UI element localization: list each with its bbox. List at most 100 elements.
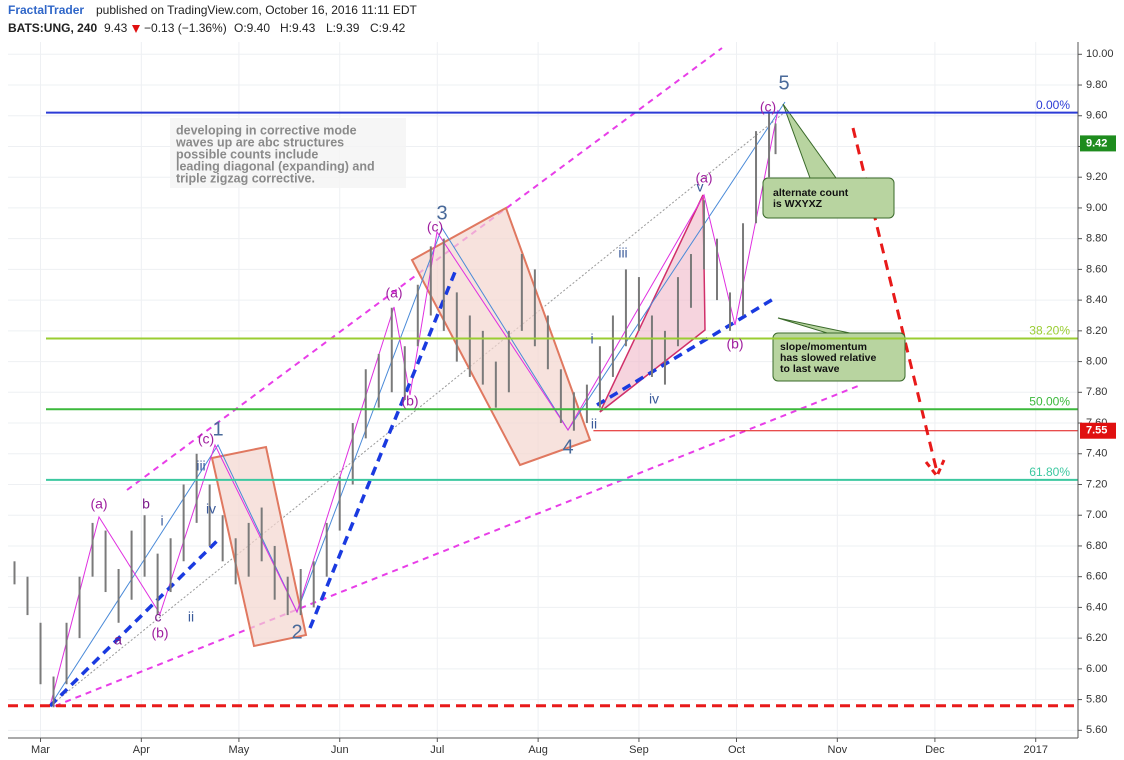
- y-tick-label: 5.60: [1086, 724, 1107, 736]
- x-tick-label: Jul: [430, 744, 444, 756]
- note-line: developing in corrective mode: [176, 123, 357, 137]
- price-tag: [1080, 135, 1116, 152]
- wave-labels: 5 (c) 3 (c) (a) (b) 1 (c) iii iv (a) b i…: [90, 72, 789, 647]
- wave-label: 5: [778, 72, 789, 94]
- wave-label: (c): [198, 431, 214, 447]
- wave-label: i: [160, 513, 163, 529]
- y-tick-label: 9.60: [1086, 110, 1107, 122]
- x-tick-label: Dec: [925, 744, 945, 756]
- close: C:9.42: [370, 21, 406, 35]
- symbol: BATS:UNG, 240: [8, 21, 97, 35]
- y-tick-label: 8.60: [1086, 263, 1107, 275]
- callout-text: has slowed relative: [780, 352, 876, 364]
- down-arrow: [132, 25, 140, 33]
- x-tick-label: May: [229, 744, 250, 756]
- x-tick-label: Nov: [828, 744, 848, 756]
- price-bars: [13, 112, 777, 708]
- box: [410, 206, 592, 467]
- open: O:9.40: [234, 21, 270, 35]
- wave-label: 4: [562, 436, 573, 458]
- dash-trend: [48, 538, 220, 708]
- y-tick-label: 9.80: [1086, 79, 1107, 91]
- wave-label: a: [114, 632, 122, 648]
- dash-trend: [308, 271, 457, 629]
- x-tick-label: 2017: [1023, 744, 1047, 756]
- wave-label: (a): [695, 170, 712, 186]
- x-tick-label: Apr: [133, 744, 150, 756]
- wave-label: v: [697, 179, 704, 195]
- callout-box: [762, 177, 895, 219]
- wave-label: (b): [726, 336, 743, 352]
- levels: 0.00% 38.20% 50.00% 61.80%: [8, 98, 1078, 708]
- price-tag: [1080, 422, 1116, 439]
- x-tick-label: Mar: [31, 744, 50, 756]
- y-tick-label: 7.80: [1086, 386, 1107, 398]
- callout-text: is WXYXZ: [773, 198, 823, 210]
- wave-label: ii: [188, 609, 194, 625]
- wave-label: 3: [436, 202, 447, 224]
- wave-label: iv: [649, 391, 659, 407]
- y-tick-label: 7.20: [1086, 478, 1107, 490]
- fib-label: 0.00%: [1036, 98, 1070, 112]
- y-tick-label: 8.20: [1086, 325, 1107, 337]
- y-tick-label: 7.00: [1086, 509, 1107, 521]
- callout-box: [772, 332, 906, 382]
- callout-text: slope/momentum: [780, 341, 867, 353]
- y-tick-label: 6.00: [1086, 663, 1107, 675]
- wave-label: (c): [427, 219, 443, 235]
- fib-label: 61.80%: [1029, 465, 1070, 479]
- y-tick-label: 6.40: [1086, 601, 1107, 613]
- wave-label: (a): [90, 496, 107, 512]
- x-tick-label: Sep: [629, 744, 649, 756]
- wave-label: c: [155, 609, 162, 625]
- low: L:9.39: [326, 21, 360, 35]
- y-tick-label: 9.20: [1086, 171, 1107, 183]
- note-line: possible counts include: [176, 147, 318, 161]
- wave-label: (b): [151, 625, 168, 641]
- price-tag-label: 9.42: [1086, 137, 1107, 149]
- dash-trend: [596, 296, 776, 407]
- wave-label: 2: [291, 621, 302, 643]
- x-tick-label: Jun: [331, 744, 349, 756]
- wave-label: iii: [196, 458, 205, 474]
- fib-label: 50.00%: [1029, 394, 1070, 408]
- note-line: waves up are abc structures: [175, 135, 344, 149]
- y-tick-label: 9.00: [1086, 202, 1107, 214]
- wave-label: iv: [206, 501, 216, 517]
- wave-line: [49, 101, 786, 707]
- note-line: leading diagonal (expanding) and: [176, 159, 375, 173]
- y-tick-label: 8.00: [1086, 355, 1107, 367]
- axes: 5.60 5.80 6.00 6.20 6.40 6.60 6.80 7.00 7.20 7.40…: [31, 48, 1116, 756]
- channel-upper: [126, 47, 723, 491]
- y-tick-label: 8.40: [1086, 294, 1107, 306]
- y-tick-label: 7.40: [1086, 448, 1107, 460]
- zigzag: [49, 109, 779, 707]
- fib-label: 38.20%: [1029, 324, 1070, 338]
- price-tag-label: 7.55: [1086, 425, 1107, 437]
- x-tick-label: Aug: [528, 744, 548, 756]
- wave-label: i: [590, 331, 593, 347]
- arrow-head: [924, 459, 946, 479]
- wave-label: ii: [591, 416, 597, 432]
- header-bg: [0, 0, 1124, 40]
- callout-text: to last wave: [780, 363, 840, 375]
- wave-label: (b): [401, 393, 418, 409]
- wave-label: (c): [760, 99, 776, 115]
- wave-label: b: [142, 496, 150, 512]
- author: FractalTrader: [8, 3, 84, 17]
- y-tick-label: 10.00: [1086, 48, 1114, 60]
- y-tick-label: 6.60: [1086, 571, 1107, 583]
- last-price: 9.43: [104, 21, 128, 35]
- dashed-trends: [48, 271, 776, 708]
- wave-label: 1: [212, 418, 223, 440]
- note-box: [170, 118, 406, 188]
- x-tick-label: Oct: [728, 744, 745, 756]
- y-tick-label: 5.80: [1086, 693, 1107, 705]
- note: developing in corrective mode waves up a…: [175, 123, 375, 185]
- box: [210, 445, 308, 648]
- wave-label: (a): [385, 285, 402, 301]
- published: published on TradingView.com, October 16…: [96, 3, 418, 17]
- drawings: [48, 47, 946, 708]
- wave-label: iii: [618, 245, 627, 261]
